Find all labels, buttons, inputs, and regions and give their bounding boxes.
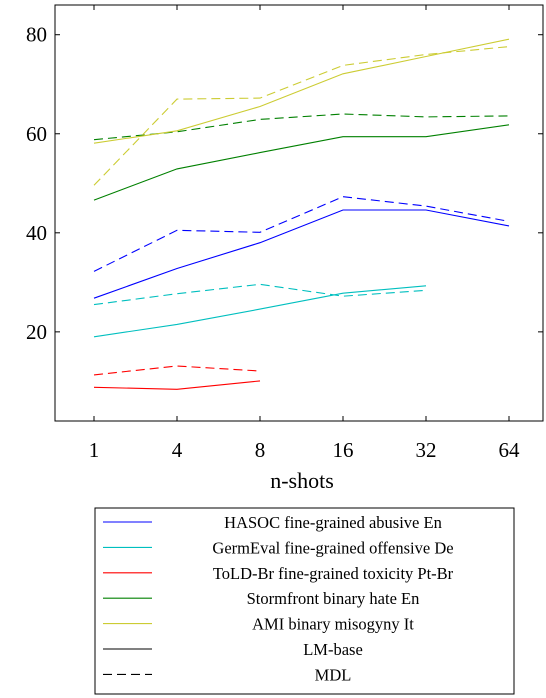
x-axis-title: n-shots (270, 468, 334, 493)
x-tick-label: 32 (416, 438, 437, 462)
series-line-lm-base (93, 285, 427, 338)
y-tick-label: 40 (26, 221, 47, 245)
legend-box (94, 507, 515, 695)
legend-label: AMI binary misogyny It (252, 615, 414, 634)
y-tick-label: 60 (26, 122, 47, 146)
series-line-mdl (93, 196, 510, 272)
series-line-lm-base (93, 38, 510, 144)
series-line-lm-base (93, 124, 510, 201)
series-line-mdl (93, 113, 510, 141)
x-tick-label: 8 (255, 438, 266, 462)
legend-label: LM-base (303, 640, 363, 659)
series-line-lm-base (93, 380, 261, 390)
x-tick-label: 16 (333, 438, 354, 462)
legend-label: ToLD-Br fine-grained toxicity Pt-Br (213, 564, 454, 583)
y-tick-label: 20 (26, 320, 47, 344)
plot-marks (93, 38, 510, 390)
series-line-mdl (93, 283, 427, 306)
axes: 1 4 8 16 32 64 20 40 60 80 (26, 5, 543, 462)
x-tick-label: 1 (89, 438, 100, 462)
series-line-mdl (93, 365, 261, 376)
legend-label: HASOC fine-grained abusive En (224, 513, 442, 532)
series-line-lm-base (93, 209, 510, 299)
plot-frame (54, 4, 544, 422)
x-tick-label: 4 (172, 438, 183, 462)
legend: HASOC fine-grained abusive En GermEval fi… (94, 507, 515, 695)
legend-label: GermEval fine-grained offensive De (212, 538, 453, 557)
series-line-mdl (93, 46, 510, 186)
x-tick-label: 64 (499, 438, 521, 462)
legend-label: Stormfront binary hate En (247, 589, 420, 608)
legend-label: MDL (315, 665, 352, 684)
y-tick-label: 80 (26, 23, 47, 47)
